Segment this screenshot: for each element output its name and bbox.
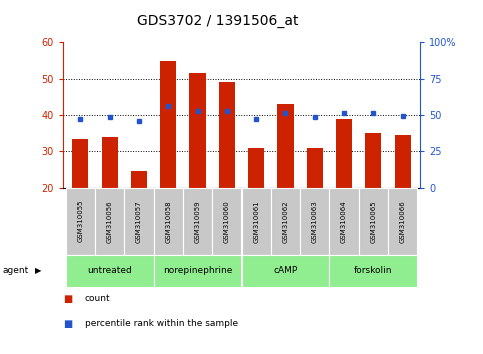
Text: GSM310063: GSM310063 (312, 200, 318, 242)
Bar (329, 255, 417, 287)
Text: untreated: untreated (87, 266, 132, 275)
Text: norepinephrine: norepinephrine (163, 266, 232, 275)
Bar (72, 139, 88, 188)
Bar (212, 188, 242, 255)
Text: GSM310062: GSM310062 (283, 200, 288, 242)
Bar (329, 188, 359, 255)
Text: agent: agent (2, 266, 28, 275)
Bar (388, 188, 417, 255)
Bar (95, 188, 124, 255)
Bar (154, 188, 183, 255)
Bar (154, 255, 242, 287)
Text: GSM310060: GSM310060 (224, 200, 230, 242)
Bar (359, 188, 388, 255)
Text: count: count (85, 294, 110, 303)
Text: GDS3702 / 1391506_at: GDS3702 / 1391506_at (137, 14, 298, 28)
Bar (242, 255, 329, 287)
Bar (277, 104, 294, 188)
Text: GSM310064: GSM310064 (341, 200, 347, 242)
Bar (124, 188, 154, 255)
Bar (271, 188, 300, 255)
Text: GSM310055: GSM310055 (77, 200, 84, 242)
Text: GSM310056: GSM310056 (107, 200, 113, 242)
Bar (131, 171, 147, 188)
Text: forskolin: forskolin (354, 266, 393, 275)
Bar (101, 137, 118, 188)
Bar (66, 188, 95, 255)
Bar (365, 133, 382, 188)
Text: percentile rank within the sample: percentile rank within the sample (85, 319, 238, 327)
Bar (307, 148, 323, 188)
Text: GSM310065: GSM310065 (370, 200, 376, 242)
Bar (189, 73, 206, 188)
Bar (336, 119, 352, 188)
Text: GSM310066: GSM310066 (399, 200, 406, 242)
Text: GSM310061: GSM310061 (253, 200, 259, 242)
Text: ■: ■ (63, 294, 72, 304)
Text: cAMP: cAMP (273, 266, 298, 275)
Text: GSM310059: GSM310059 (195, 200, 200, 242)
Bar (160, 61, 176, 188)
Bar (66, 255, 154, 287)
Text: GSM310057: GSM310057 (136, 200, 142, 242)
Text: GSM310058: GSM310058 (165, 200, 171, 242)
Text: ▶: ▶ (35, 266, 41, 275)
Bar (300, 188, 329, 255)
Bar (242, 188, 271, 255)
Bar (395, 135, 411, 188)
Bar (248, 148, 264, 188)
Text: ■: ■ (63, 319, 72, 329)
Bar (219, 82, 235, 188)
Bar (183, 188, 212, 255)
